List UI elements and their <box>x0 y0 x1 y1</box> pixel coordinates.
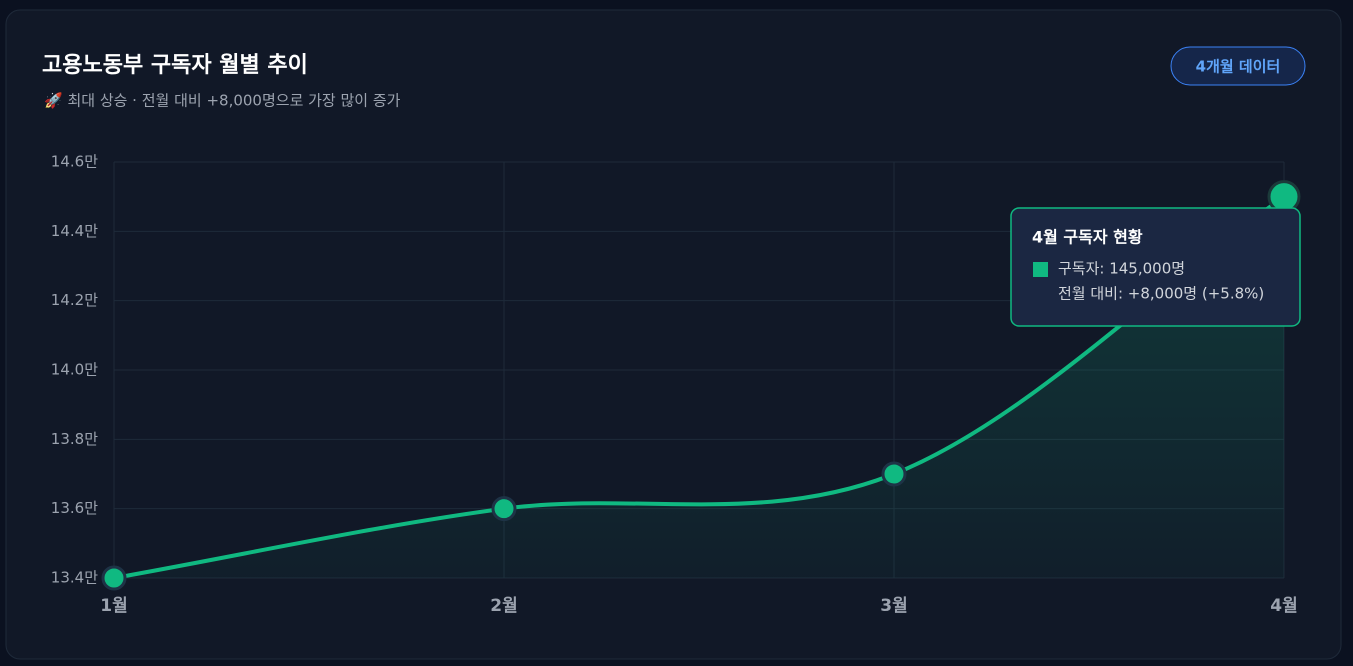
tooltip-box <box>1010 207 1301 327</box>
chart-title: 고용노동부 구독자 월별 추이 <box>42 53 308 78</box>
y-tick-label: 14.6만 <box>51 153 98 171</box>
x-tick-label: 3월 <box>880 596 907 616</box>
y-tick-label: 14.0만 <box>51 361 98 379</box>
tooltip-line: 구독자: 145,000명 <box>1058 260 1185 278</box>
y-tick-label: 13.8만 <box>51 430 98 448</box>
point <box>1267 180 1301 214</box>
tooltip: 4월 구독자 현황 구독자: 145,000명 전월 대비: +8,000명 (… <box>1010 207 1301 327</box>
x-tick-label: 2월 <box>490 596 517 616</box>
chart-subtitle: 🚀 최대 상승 · 전월 대비 +8,000명으로 가장 많이 증가 <box>44 92 401 110</box>
x-tick-label: 1월 <box>100 596 127 616</box>
plot <box>101 180 1301 591</box>
y-tick-label: 13.4만 <box>51 569 98 587</box>
point <box>881 461 907 487</box>
point <box>101 565 127 591</box>
y-tick-label: 13.6만 <box>51 499 98 517</box>
point <box>491 496 517 522</box>
x-tick-label: 4월 <box>1270 596 1297 616</box>
y-tick-label: 14.4만 <box>51 222 98 240</box>
tooltip-swatch <box>1033 262 1048 277</box>
area <box>114 196 1284 578</box>
badge-text: 4개월 데이터 <box>1196 58 1281 76</box>
line <box>113 195 1286 580</box>
badge <box>1170 46 1306 86</box>
y-tick-label: 14.2만 <box>51 291 98 309</box>
tooltip-line: 전월 대비: +8,000명 (+5.8%) <box>1058 285 1264 303</box>
tooltip-title: 4월 구독자 현황 <box>1032 228 1143 247</box>
